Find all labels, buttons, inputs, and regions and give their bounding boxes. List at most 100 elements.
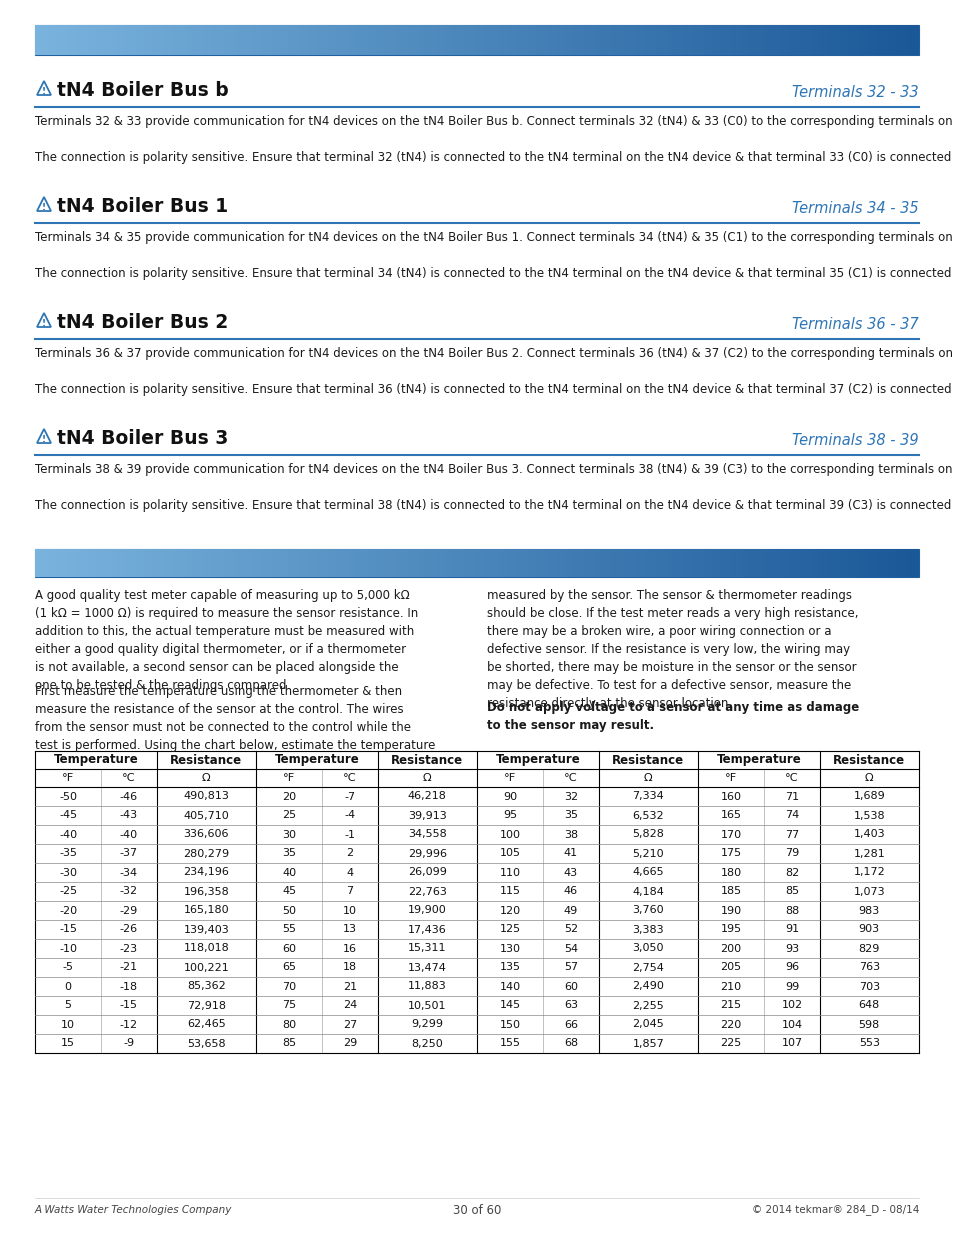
Text: 85: 85 <box>282 1039 295 1049</box>
Text: Temperature: Temperature <box>716 753 801 767</box>
Text: 2,490: 2,490 <box>632 982 663 992</box>
Text: 205: 205 <box>720 962 740 972</box>
Text: -5: -5 <box>63 962 73 972</box>
Text: Resistance: Resistance <box>170 753 242 767</box>
Text: 30: 30 <box>282 830 295 840</box>
Text: 88: 88 <box>784 905 799 915</box>
Text: Resistance: Resistance <box>391 753 463 767</box>
Text: © 2014 tekmar® 284_D - 08/14: © 2014 tekmar® 284_D - 08/14 <box>751 1204 918 1215</box>
Text: The connection is polarity sensitive. Ensure that terminal 36 (tN4) is connected: The connection is polarity sensitive. En… <box>35 383 953 396</box>
Text: 196,358: 196,358 <box>183 887 229 897</box>
Text: 66: 66 <box>563 1020 578 1030</box>
Text: 35: 35 <box>563 810 578 820</box>
Text: 72,918: 72,918 <box>187 1000 226 1010</box>
Text: 13: 13 <box>342 925 356 935</box>
Text: 91: 91 <box>784 925 799 935</box>
Text: 185: 185 <box>720 887 740 897</box>
Text: 5,828: 5,828 <box>632 830 663 840</box>
Text: 120: 120 <box>499 905 520 915</box>
Text: 4: 4 <box>346 867 354 878</box>
Text: 17,436: 17,436 <box>408 925 446 935</box>
Text: 280,279: 280,279 <box>183 848 229 858</box>
Text: 18: 18 <box>342 962 356 972</box>
Text: 115: 115 <box>499 887 520 897</box>
Text: 96: 96 <box>784 962 799 972</box>
Text: -40: -40 <box>120 830 138 840</box>
Text: 52: 52 <box>563 925 578 935</box>
Text: 220: 220 <box>720 1020 741 1030</box>
Text: 40: 40 <box>282 867 295 878</box>
Text: -15: -15 <box>59 925 77 935</box>
Text: -4: -4 <box>344 810 355 820</box>
Text: tN4 Boiler Bus 2: tN4 Boiler Bus 2 <box>57 312 228 332</box>
Text: 62,465: 62,465 <box>187 1020 226 1030</box>
Text: 49: 49 <box>563 905 578 915</box>
Text: 25: 25 <box>282 810 295 820</box>
Text: 90: 90 <box>502 792 517 802</box>
Text: 60: 60 <box>282 944 295 953</box>
Text: 225: 225 <box>720 1039 741 1049</box>
Text: 34,558: 34,558 <box>408 830 446 840</box>
Text: 7,334: 7,334 <box>632 792 663 802</box>
Text: 8,250: 8,250 <box>411 1039 443 1049</box>
Text: 74: 74 <box>784 810 799 820</box>
Text: °F: °F <box>283 773 295 783</box>
Text: 903: 903 <box>858 925 879 935</box>
Text: 65: 65 <box>282 962 295 972</box>
Text: 1,538: 1,538 <box>853 810 884 820</box>
Text: 77: 77 <box>784 830 799 840</box>
Text: 140: 140 <box>499 982 520 992</box>
Text: Terminals 32 & 33 provide communication for tN4 devices on the tN4 Boiler Bus b.: Terminals 32 & 33 provide communication … <box>35 115 953 128</box>
Text: -35: -35 <box>59 848 77 858</box>
Text: 165: 165 <box>720 810 740 820</box>
Text: Terminals 38 & 39 provide communication for tN4 devices on the tN4 Boiler Bus 3.: Terminals 38 & 39 provide communication … <box>35 463 953 475</box>
Text: 68: 68 <box>563 1039 578 1049</box>
Text: !: ! <box>42 86 46 95</box>
Text: -46: -46 <box>120 792 138 802</box>
Text: 30 of 60: 30 of 60 <box>453 1203 500 1216</box>
Text: 155: 155 <box>499 1039 520 1049</box>
Text: Resistance: Resistance <box>612 753 683 767</box>
Text: 19,900: 19,900 <box>408 905 446 915</box>
Text: 29,996: 29,996 <box>407 848 446 858</box>
Text: A good quality test meter capable of measuring up to 5,000 kΩ
(1 kΩ = 1000 Ω) is: A good quality test meter capable of mea… <box>35 589 417 692</box>
Text: 104: 104 <box>781 1020 801 1030</box>
Text: -26: -26 <box>120 925 138 935</box>
Text: 15,311: 15,311 <box>408 944 446 953</box>
Text: 46,218: 46,218 <box>408 792 446 802</box>
Text: 170: 170 <box>720 830 740 840</box>
Text: 105: 105 <box>499 848 520 858</box>
Text: A Watts Water Technologies Company: A Watts Water Technologies Company <box>35 1205 233 1215</box>
Text: 130: 130 <box>499 944 520 953</box>
Text: 10: 10 <box>342 905 356 915</box>
Text: 598: 598 <box>858 1020 879 1030</box>
Text: 46: 46 <box>563 887 578 897</box>
Text: °C: °C <box>784 773 798 783</box>
Text: !: ! <box>42 435 46 443</box>
Text: 139,403: 139,403 <box>183 925 229 935</box>
Text: °C: °C <box>122 773 135 783</box>
Text: 135: 135 <box>499 962 520 972</box>
Text: 75: 75 <box>282 1000 295 1010</box>
Text: -12: -12 <box>120 1020 138 1030</box>
Text: 180: 180 <box>720 867 740 878</box>
Text: -15: -15 <box>120 1000 138 1010</box>
Text: 1,857: 1,857 <box>632 1039 663 1049</box>
Text: -18: -18 <box>120 982 138 992</box>
Text: 57: 57 <box>563 962 578 972</box>
Text: 85,362: 85,362 <box>187 982 226 992</box>
Text: 5: 5 <box>65 1000 71 1010</box>
Text: -9: -9 <box>123 1039 134 1049</box>
Text: -43: -43 <box>120 810 138 820</box>
Text: 2: 2 <box>346 848 354 858</box>
Text: 26,099: 26,099 <box>408 867 446 878</box>
Text: Resistance: Resistance <box>832 753 904 767</box>
Text: Ω: Ω <box>422 773 431 783</box>
Text: 29: 29 <box>342 1039 356 1049</box>
Text: Terminals 38 - 39: Terminals 38 - 39 <box>792 433 918 448</box>
Text: 38: 38 <box>563 830 578 840</box>
Text: 27: 27 <box>342 1020 356 1030</box>
Text: 150: 150 <box>499 1020 520 1030</box>
Text: 43: 43 <box>563 867 578 878</box>
Text: 10: 10 <box>61 1020 75 1030</box>
